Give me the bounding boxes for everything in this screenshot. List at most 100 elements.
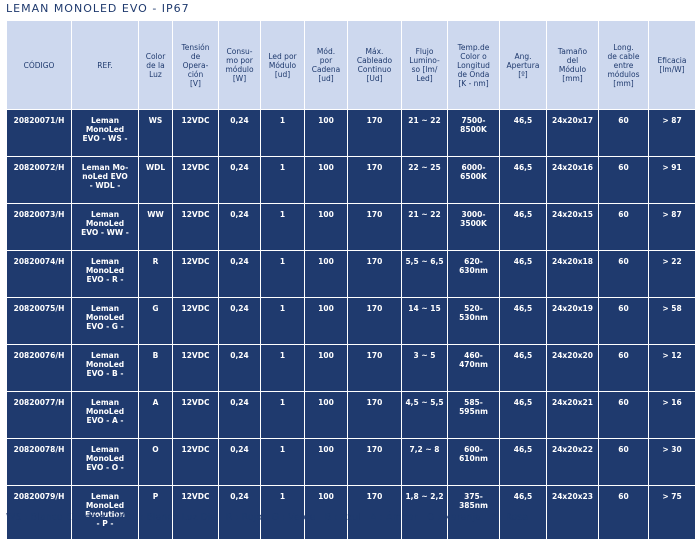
cell-temp: 600- 610nm bbox=[447, 438, 500, 486]
header-ref: REF. bbox=[71, 20, 139, 110]
cell-ref: Leman MonoLed EVO - B - bbox=[71, 344, 139, 392]
cell-flujo: 3 ~ 5 bbox=[401, 344, 448, 392]
cell-ref: Leman MonoLed EVO - R - bbox=[71, 250, 139, 298]
header-color: Color de la Luz bbox=[138, 20, 173, 110]
cell-ref: Leman MonoLed EVO - WW - bbox=[71, 203, 139, 251]
cell-color: WDL bbox=[138, 156, 173, 204]
cell-mod-cadena: 100 bbox=[304, 203, 348, 251]
cell-tension: 12VDC bbox=[172, 203, 219, 251]
cell-tamano: 24x20x22 bbox=[546, 438, 599, 486]
cell-angulo: 46,5 bbox=[499, 250, 547, 298]
table-row: 20820075/H Leman MonoLed EVO - G - G 12VDC 0,2… bbox=[6, 297, 696, 345]
cell-color: WW bbox=[138, 203, 173, 251]
cell-long-cable: 60 bbox=[598, 156, 649, 204]
cell-tamano: 24x20x21 bbox=[546, 391, 599, 439]
cell-long-cable: 60 bbox=[598, 203, 649, 251]
cell-long-cable: 60 bbox=[598, 438, 649, 486]
cell-color: R bbox=[138, 250, 173, 298]
cell-max-cableado: 170 bbox=[347, 250, 402, 298]
cell-angulo: 46,5 bbox=[499, 109, 547, 157]
cell-mod-cadena: 100 bbox=[304, 109, 348, 157]
cell-codigo: 20820074/H bbox=[6, 250, 72, 298]
cell-temp: 7500- 8500K bbox=[447, 109, 500, 157]
table-row: 20820078/H Leman MonoLed EVO - O - O 12VDC 0,2… bbox=[6, 438, 696, 486]
cell-max-cableado: 170 bbox=[347, 297, 402, 345]
cell-color: A bbox=[138, 391, 173, 439]
header-tamano: Tamaño del Módulo [mm] bbox=[546, 20, 599, 110]
cell-temp: 520- 530nm bbox=[447, 297, 500, 345]
cell-angulo: 46,5 bbox=[499, 297, 547, 345]
table-row: 20820077/H Leman MonoLed EVO - A - A 12VDC 0,2… bbox=[6, 391, 696, 439]
cell-color: B bbox=[138, 344, 173, 392]
header-row: CÓDIGO REF. Color de la Luz Tensión de Opera-ci… bbox=[6, 20, 696, 110]
cell-ref: Leman Mo-noLed EVO - WDL - bbox=[71, 156, 139, 204]
cell-tamano: 24x20x15 bbox=[546, 203, 599, 251]
cell-max-cableado: 170 bbox=[347, 344, 402, 392]
cell-angulo: 46,5 bbox=[499, 344, 547, 392]
cell-flujo: 22 ~ 25 bbox=[401, 156, 448, 204]
cell-flujo: 7,2 ~ 8 bbox=[401, 438, 448, 486]
cell-tamano: 24x20x17 bbox=[546, 109, 599, 157]
cell-consumo: 0,24 bbox=[218, 203, 261, 251]
cell-max-cableado: 170 bbox=[347, 438, 402, 486]
cell-tension: 12VDC bbox=[172, 297, 219, 345]
cell-eficacia: > 87 bbox=[648, 203, 696, 251]
header-long-cable: Long. de cable entre módulos [mm] bbox=[598, 20, 649, 110]
cell-tension: 12VDC bbox=[172, 344, 219, 392]
header-led: Led por Módulo [ud] bbox=[260, 20, 305, 110]
cell-long-cable: 60 bbox=[598, 297, 649, 345]
cell-angulo: 46,5 bbox=[499, 203, 547, 251]
cell-codigo: 20820075/H bbox=[6, 297, 72, 345]
cell-angulo: 46,5 bbox=[499, 485, 547, 540]
header-angulo: Ang. Apertura [º] bbox=[499, 20, 547, 110]
cell-tamano: 24x20x23 bbox=[546, 485, 599, 540]
cell-codigo: 20820076/H bbox=[6, 344, 72, 392]
cell-tension: 12VDC bbox=[172, 156, 219, 204]
cell-led: 1 bbox=[260, 297, 305, 345]
cell-led: 1 bbox=[260, 109, 305, 157]
cell-ref: Leman MonoLed EVO - O - bbox=[71, 438, 139, 486]
cell-codigo: 20820078/H bbox=[6, 438, 72, 486]
cell-consumo: 0,24 bbox=[218, 297, 261, 345]
cell-codigo: 20820077/H bbox=[6, 391, 72, 439]
cell-consumo: 0,24 bbox=[218, 391, 261, 439]
table-row: 20820072/H Leman Mo-noLed EVO - WDL - WDL 12… bbox=[6, 156, 696, 204]
cell-temp: 6000- 6500K bbox=[447, 156, 500, 204]
cell-mod-cadena: 100 bbox=[304, 438, 348, 486]
cell-color: P bbox=[138, 485, 173, 540]
header-eficacia: Eficacia [lm/W] bbox=[648, 20, 696, 110]
cell-codigo: 20820079/H bbox=[6, 485, 72, 540]
cell-flujo: 1,8 ~ 2,2 bbox=[401, 485, 448, 540]
cell-long-cable: 60 bbox=[598, 250, 649, 298]
cell-long-cable: 60 bbox=[598, 391, 649, 439]
cell-max-cableado: 170 bbox=[347, 156, 402, 204]
cell-ref: Leman MonoLed EVO - G - bbox=[71, 297, 139, 345]
cell-eficacia: > 87 bbox=[648, 109, 696, 157]
cell-led: 1 bbox=[260, 391, 305, 439]
header-temp: Temp.de Color o Longitud de Onda [K - nm] bbox=[447, 20, 500, 110]
header-consumo: Consu-mo por módulo [W] bbox=[218, 20, 261, 110]
cell-eficacia: > 58 bbox=[648, 297, 696, 345]
header-tension: Tensión de Opera-ción [V] bbox=[172, 20, 219, 110]
cell-consumo: 0,24 bbox=[218, 109, 261, 157]
cell-temp: 620- 630nm bbox=[447, 250, 500, 298]
cell-mod-cadena: 100 bbox=[304, 344, 348, 392]
cell-flujo: 14 ~ 15 bbox=[401, 297, 448, 345]
cell-flujo: 5,5 ~ 6,5 bbox=[401, 250, 448, 298]
cell-mod-cadena: 100 bbox=[304, 297, 348, 345]
cell-angulo: 46,5 bbox=[499, 391, 547, 439]
cell-temp: 460- 470nm bbox=[447, 344, 500, 392]
cell-ref: Leman MonoLed EVO - A - bbox=[71, 391, 139, 439]
header-flujo: Flujo Lumino-so [lm/Led] bbox=[401, 20, 448, 110]
cell-codigo: 20820073/H bbox=[6, 203, 72, 251]
cell-tamano: 24x20x19 bbox=[546, 297, 599, 345]
cell-mod-cadena: 100 bbox=[304, 156, 348, 204]
cell-ref: Leman MonoLed EVO - WS - bbox=[71, 109, 139, 157]
cell-eficacia: > 16 bbox=[648, 391, 696, 439]
cell-tamano: 24x20x16 bbox=[546, 156, 599, 204]
cell-max-cableado: 170 bbox=[347, 485, 402, 540]
cell-flujo: 21 ~ 22 bbox=[401, 203, 448, 251]
cell-consumo: 0,24 bbox=[218, 344, 261, 392]
cell-tension: 12VDC bbox=[172, 250, 219, 298]
cell-long-cable: 60 bbox=[598, 485, 649, 540]
